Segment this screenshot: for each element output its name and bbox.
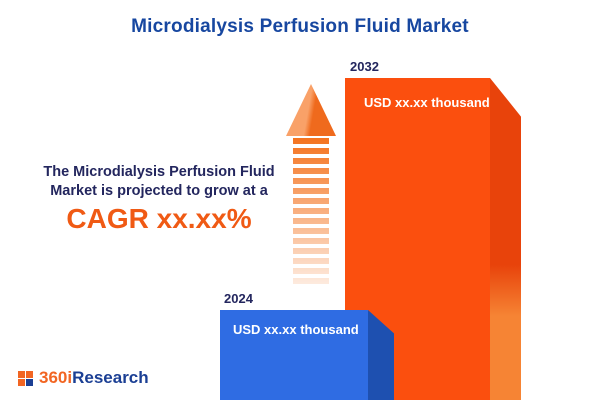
logo-text: 360iResearch bbox=[39, 368, 149, 388]
bar-2032-year-label: 2032 bbox=[350, 59, 379, 74]
growth-arrow-stem bbox=[293, 138, 329, 288]
brand-logo: 360iResearch bbox=[18, 368, 149, 388]
bar-2024-year-label: 2024 bbox=[224, 291, 253, 306]
growth-description: The Microdialysis Perfusion Fluid Market… bbox=[26, 163, 292, 201]
logo-text-prefix: 360i bbox=[39, 368, 73, 387]
growth-description-line2: Market is projected to grow at a bbox=[50, 182, 268, 199]
growth-description-line1: The Microdialysis Perfusion Fluid bbox=[43, 164, 275, 180]
bar-2024-value-label: USD xx.xx thousand bbox=[233, 322, 359, 337]
bar-2032-side-face bbox=[490, 78, 521, 400]
growth-arrow-icon bbox=[286, 84, 336, 136]
logo-grid-icon bbox=[18, 370, 33, 386]
page-title: Microdialysis Perfusion Fluid Market bbox=[131, 16, 469, 37]
bar-2024 bbox=[220, 310, 368, 400]
cagr-value: CAGR xx.xx% bbox=[66, 203, 252, 234]
logo-text-suffix: Research bbox=[72, 368, 149, 387]
bar-2032-value-label: USD xx.xx thousand bbox=[364, 95, 490, 110]
